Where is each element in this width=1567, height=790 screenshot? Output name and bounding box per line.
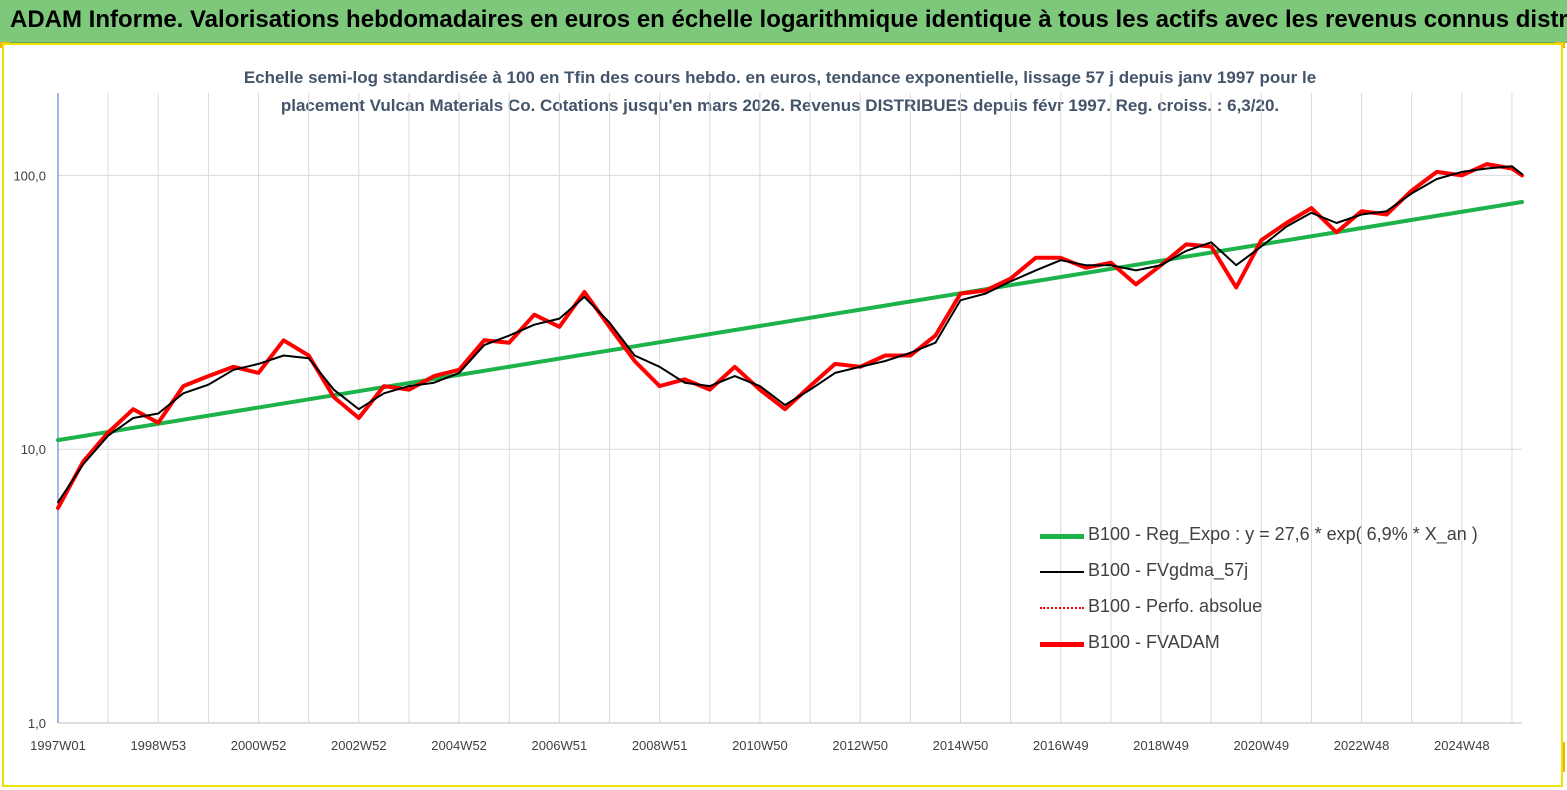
legend-item: B100 - Perfo. absolue [1040, 592, 1510, 628]
legend-swatch [1040, 534, 1084, 539]
x-tick-label: 2020W49 [1233, 738, 1289, 753]
x-tick-label: 2022W48 [1334, 738, 1390, 753]
legend-label: B100 - FVADAM [1088, 632, 1220, 652]
series-line-1 [57, 165, 1523, 504]
series-line-0 [56, 200, 1524, 443]
chart-legend: B100 - Reg_Expo : y = 27,6 * exp( 6,9% *… [1040, 520, 1510, 664]
legend-label: B100 - FVgdma_57j [1088, 560, 1249, 580]
x-tick-label: 2016W49 [1033, 738, 1089, 753]
legend-swatch [1040, 571, 1084, 573]
y-tick-label: 100,0 [13, 168, 46, 183]
chart-subtitle-line-1: Echelle semi-log standardisée à 100 en T… [243, 68, 1317, 87]
x-tick-label: 2024W48 [1434, 738, 1490, 753]
x-tick-label: 2002W52 [331, 738, 387, 753]
x-tick-label: 1998W53 [130, 738, 186, 753]
legend-item: B100 - FVgdma_57j [1040, 556, 1510, 592]
x-tick-label: 1997W01 [30, 738, 86, 753]
y-tick-label: 10,0 [21, 442, 46, 457]
x-tick-label: 2008W51 [632, 738, 688, 753]
y-tick-label: 1,0 [28, 716, 46, 731]
legend-label: B100 - Reg_Expo : y = 27,6 * exp( 6,9% *… [1088, 524, 1478, 544]
x-tick-label: 2004W52 [431, 738, 487, 753]
title-banner: ADAM Informe. Valorisations hebdomadaire… [0, 0, 1567, 43]
chart-subtitle-line-2: placement Vulcan Materials Co. Cotations… [280, 96, 1280, 115]
x-tick-label: 2012W50 [832, 738, 888, 753]
x-tick-label: 2014W50 [933, 738, 989, 753]
x-tick-label: 2000W52 [231, 738, 287, 753]
legend-item: B100 - FVADAM [1040, 628, 1510, 664]
series-line-3 [56, 162, 1524, 510]
legend-label: B100 - Perfo. absolue [1088, 596, 1263, 616]
page-title: ADAM Informe. Valorisations hebdomadaire… [10, 6, 1567, 33]
chart-frame [2, 43, 1563, 787]
legend-swatch [1040, 642, 1084, 647]
legend-item: B100 - Reg_Expo : y = 27,6 * exp( 6,9% *… [1040, 520, 1510, 556]
x-tick-label: 2006W51 [532, 738, 588, 753]
x-tick-label: 2010W50 [732, 738, 788, 753]
x-tick-label: 2018W49 [1133, 738, 1189, 753]
legend-swatch [1040, 607, 1084, 609]
